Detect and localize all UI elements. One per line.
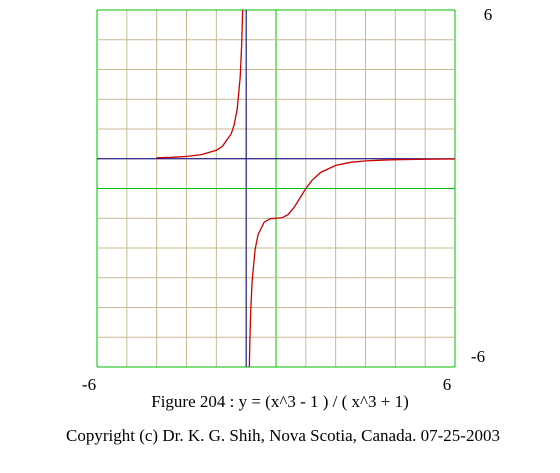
y-max-label: 6 xyxy=(484,5,493,24)
curve xyxy=(156,10,455,367)
chart-title: Figure 204 : y = (x^3 - 1 ) / ( x^3 + 1) xyxy=(151,392,409,411)
y-min-label: -6 xyxy=(471,347,485,366)
x-max-label: 6 xyxy=(443,375,452,394)
curve-layer xyxy=(156,10,455,367)
copyright: Copyright (c) Dr. K. G. Shih, Nova Scoti… xyxy=(66,426,500,445)
x-min-label: -6 xyxy=(82,375,96,394)
grid xyxy=(96,9,456,368)
